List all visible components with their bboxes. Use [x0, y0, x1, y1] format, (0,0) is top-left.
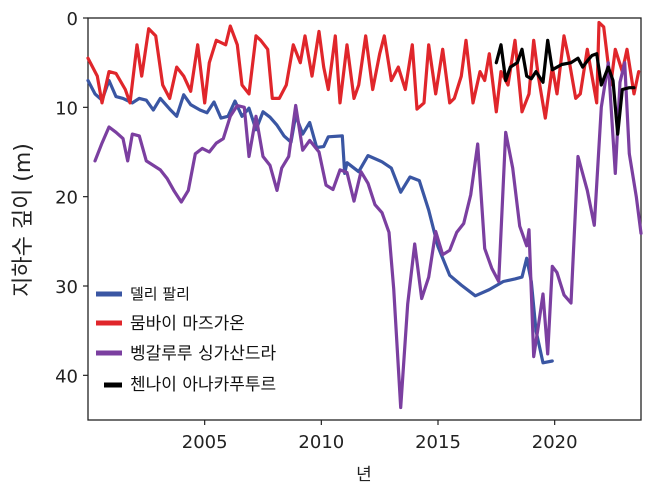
x-tick-label: 2020 — [532, 432, 578, 453]
x-axis-label: 년 — [356, 465, 372, 485]
series-line-chennai — [494, 38, 636, 136]
y-tick-marks — [83, 17, 88, 376]
legend-label-bengaluru: 벵갈루루 싱가산드라 — [130, 344, 277, 364]
y-tick-label: 30 — [55, 277, 78, 298]
series-line-mumbai — [86, 20, 641, 120]
legend-label-chennai: 첸나이 아나카푸투르 — [130, 375, 276, 395]
plot-frame — [87, 17, 642, 421]
x-tick-label: 2005 — [182, 432, 228, 453]
legend-label-mumbai: 뭄바이 마즈가온 — [130, 314, 245, 334]
legend: 델리 팔리 뭄바이 마즈가온 벵갈루루 싱가산드라 첸나이 아나카푸투르 — [96, 285, 277, 395]
x-tick-label: 2015 — [415, 432, 461, 453]
x-tick-marks — [204, 420, 556, 425]
x-tick-label: 2010 — [298, 432, 344, 453]
y-tick-labels: 0 10 20 30 40 — [55, 9, 78, 387]
y-tick-label: 10 — [55, 98, 78, 119]
legend-label-delhi: 델리 팔리 — [130, 285, 190, 303]
y-tick-label: 20 — [55, 188, 78, 209]
x-tick-labels: 2005 2010 2015 2020 — [182, 432, 578, 453]
y-axis-label: 지하수 깊이 (m) — [11, 143, 36, 297]
series-line-bengaluru — [93, 61, 643, 410]
series-lines — [86, 20, 643, 410]
y-tick-label: 0 — [67, 9, 78, 30]
y-tick-label: 40 — [55, 366, 78, 387]
